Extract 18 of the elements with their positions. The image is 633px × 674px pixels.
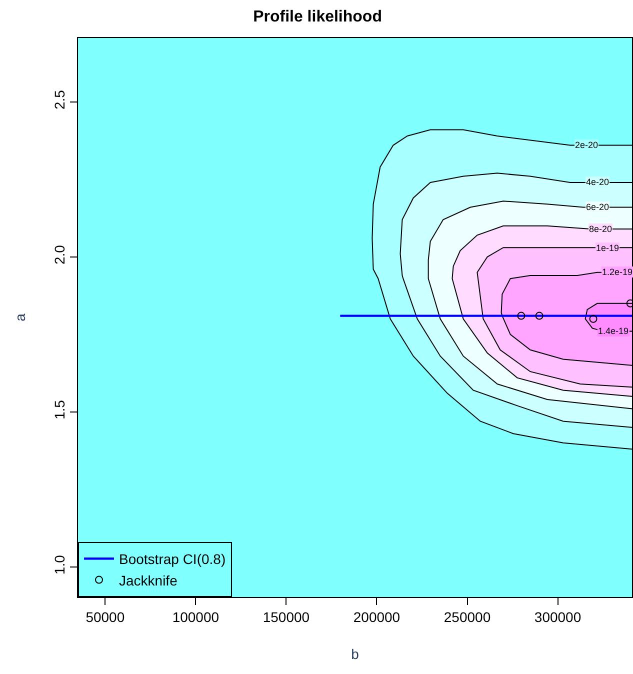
y-tick-label: 1.0 bbox=[51, 554, 68, 575]
x-tick-label: 50000 bbox=[86, 608, 125, 625]
point bbox=[589, 314, 598, 323]
x-axis-title: b bbox=[351, 646, 360, 662]
legend-label: Bootstrap CI(0.8) bbox=[119, 551, 226, 568]
x-tick-label: 300000 bbox=[534, 608, 582, 625]
x-tick-label: 250000 bbox=[444, 608, 491, 625]
y-axis-title: a bbox=[12, 313, 28, 322]
x-tick-label: 200000 bbox=[353, 608, 400, 625]
y-tick-label: 1.5 bbox=[51, 400, 68, 420]
point bbox=[517, 312, 526, 320]
point bbox=[535, 312, 544, 320]
chart-title: Profile likelihood bbox=[253, 8, 382, 26]
x-tick-label: 100000 bbox=[172, 608, 220, 625]
x-tick-label: 150000 bbox=[262, 608, 310, 625]
y-tick-label: 2.0 bbox=[51, 244, 68, 265]
legend-label: Jackknife bbox=[119, 572, 178, 588]
y-tick-label: 2.5 bbox=[51, 90, 68, 110]
